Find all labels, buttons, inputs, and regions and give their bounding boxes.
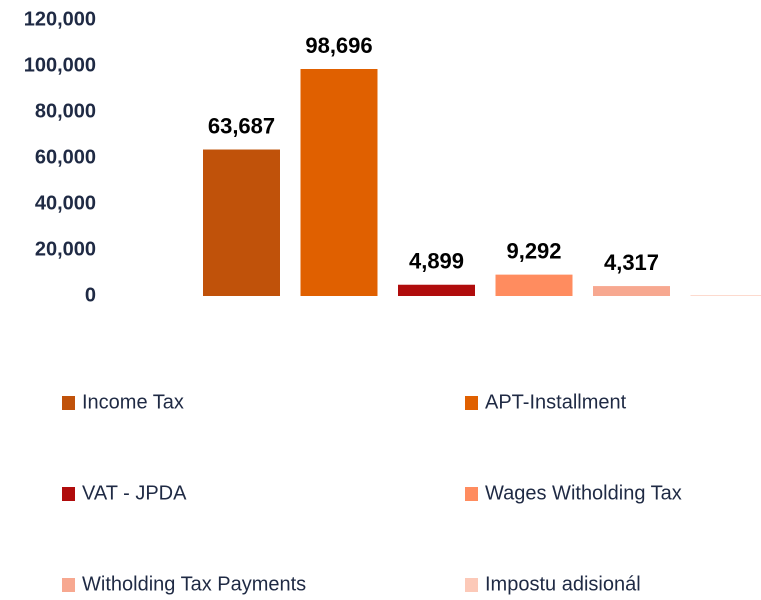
y-tick-label: 80,000: [35, 100, 96, 122]
legend-label: APT-Installment: [485, 391, 627, 413]
data-label: 4,317: [604, 250, 659, 275]
legend-swatch: [62, 578, 75, 592]
data-label: 63,687: [208, 113, 275, 138]
data-label: 9,292: [506, 238, 561, 263]
y-tick-label: 40,000: [35, 192, 96, 214]
y-tick-label: 100,000: [24, 54, 96, 76]
legend-label: VAT - JPDA: [82, 482, 187, 504]
bar: [203, 149, 280, 296]
legend-label: Wages Witholding Tax: [485, 482, 682, 504]
y-tick-label: 60,000: [35, 146, 96, 168]
bar: [690, 295, 761, 296]
legend-label: Witholding Tax Payments: [82, 573, 306, 595]
legend-swatch: [465, 487, 478, 501]
legend-swatch: [62, 396, 75, 410]
bar: [495, 274, 573, 296]
legend-swatch: [62, 487, 75, 501]
bar: [398, 284, 475, 296]
data-label: 4,899: [409, 249, 464, 274]
y-tick-label: 20,000: [35, 238, 96, 260]
legend-label: Income Tax: [82, 391, 184, 413]
y-tick-label: 120,000: [24, 8, 96, 30]
bar: [300, 68, 378, 296]
legend-label: Impostu adisionál: [485, 573, 641, 595]
y-tick-label: 0: [85, 284, 96, 306]
bar: [593, 286, 670, 296]
legend-swatch: [465, 396, 478, 410]
legend-swatch: [465, 578, 478, 592]
data-label: 98,696: [305, 33, 372, 58]
